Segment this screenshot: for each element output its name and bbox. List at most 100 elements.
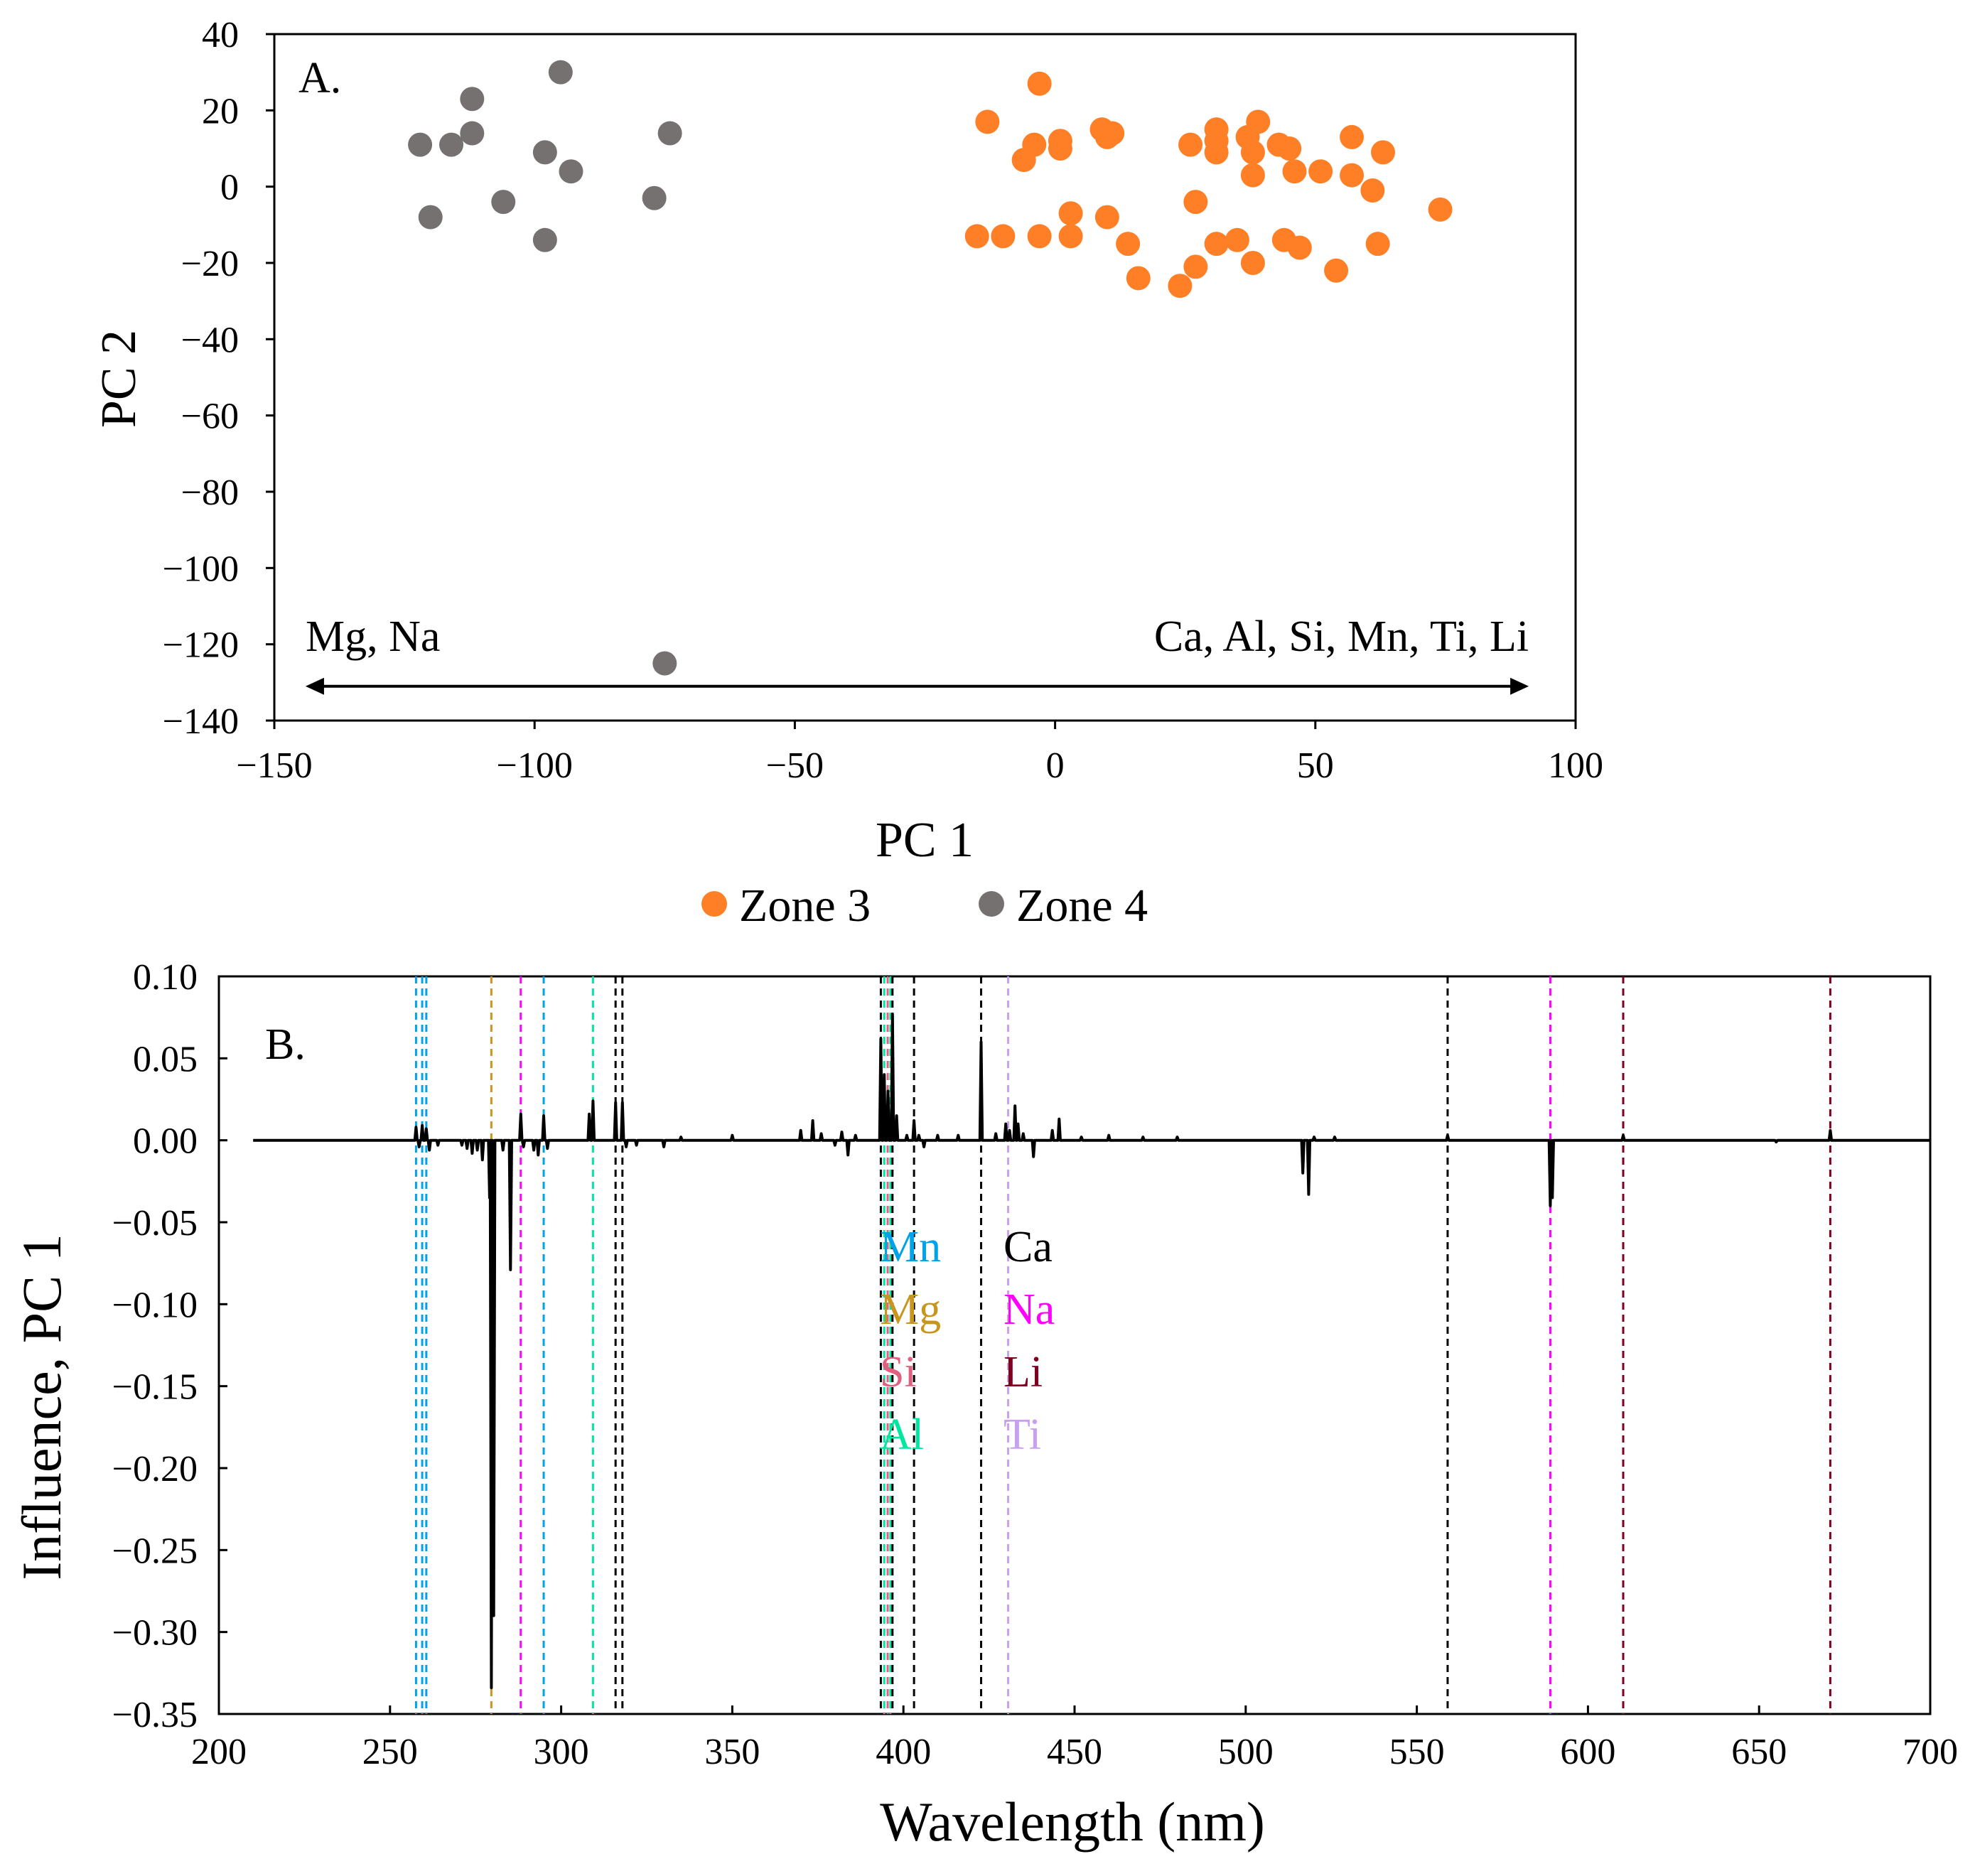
scatter-point-zone-4 xyxy=(408,132,433,157)
legend-label-zone-3: Zone 3 xyxy=(739,880,871,932)
scatter-point-zone-4 xyxy=(418,205,443,230)
panel-a-y-tick-label: 20 xyxy=(202,91,239,131)
scatter-point-zone-4 xyxy=(439,132,464,157)
panel-a-tick-labels: −150 −100 −50 0 50 100 40 20 0 −20 −40 −60 −80 −100 −1… xyxy=(163,15,1603,786)
panel-b-y-tick-label: −0.10 xyxy=(112,1285,198,1325)
scatter-point-zone-4 xyxy=(532,140,557,165)
panel-b-x-tick-label: 500 xyxy=(1218,1732,1274,1772)
scatter-point-zone-3 xyxy=(1116,232,1141,257)
panel-a-y-tick-label: −40 xyxy=(181,320,239,360)
scatter-point-zone-3 xyxy=(964,224,989,249)
panel-a-points xyxy=(408,60,1453,676)
panel-b-label: B. xyxy=(265,1020,306,1069)
scatter-point-zone-4 xyxy=(532,227,557,252)
panel-a-x-tick-label: 50 xyxy=(1297,745,1334,786)
panel-a-y-tick-label: −60 xyxy=(181,397,239,437)
scatter-point-zone-3 xyxy=(1240,163,1265,188)
annotation-negative-elements: Mg, Na xyxy=(306,613,440,661)
scatter-point-zone-3 xyxy=(991,224,1016,249)
panel-b-y-axis-title: Influence, PC 1 xyxy=(11,1234,72,1580)
scatter-point-zone-3 xyxy=(1027,224,1052,249)
arrow-head-left xyxy=(305,677,324,695)
panel-b-plot-frame xyxy=(217,975,1932,1715)
panel-a-y-tick-label: 0 xyxy=(220,168,239,208)
element-label-na: Na xyxy=(1003,1285,1055,1334)
scatter-point-zone-4 xyxy=(548,60,573,85)
panel-a-y-tick-label: −80 xyxy=(181,473,239,513)
panel-a-y-tick-label: −100 xyxy=(163,549,239,589)
scatter-point-zone-3 xyxy=(1168,274,1193,298)
panel-a-axes xyxy=(266,33,1577,729)
panel-a-y-tick-label: −140 xyxy=(163,701,239,742)
legend-label-zone-4: Zone 4 xyxy=(1016,880,1148,932)
legend-marker-zone-3 xyxy=(701,891,727,917)
panel-b-element-lines xyxy=(414,976,1831,1714)
panel-b-x-tick-label: 300 xyxy=(534,1732,589,1772)
scatter-point-zone-3 xyxy=(1058,224,1083,249)
scatter-point-zone-3 xyxy=(1183,254,1208,279)
scatter-point-zone-3 xyxy=(1100,121,1125,146)
scatter-point-zone-3 xyxy=(1240,251,1265,275)
scatter-point-zone-3 xyxy=(1287,235,1312,260)
panel-b-x-tick-label: 200 xyxy=(191,1732,247,1772)
panel-b-y-tick-label: −0.20 xyxy=(112,1449,198,1489)
scatter-point-zone-3 xyxy=(1048,136,1072,161)
panel-a-y-tick-label: −120 xyxy=(163,625,239,666)
element-label-ti: Ti xyxy=(1003,1411,1041,1459)
element-label-ca: Ca xyxy=(1003,1223,1053,1271)
element-label-mn: Mn xyxy=(880,1223,941,1271)
panel-b-loadings-plot: 200 250 300 350 400 450 500 550 600 650 700 0.10 0.0… xyxy=(11,957,1958,1853)
scatter-point-zone-3 xyxy=(1225,227,1249,252)
scatter-point-zone-3 xyxy=(1324,258,1349,283)
scatter-point-zone-4 xyxy=(460,121,485,146)
panel-b-y-tick-label: 0.10 xyxy=(133,957,198,998)
scatter-point-zone-3 xyxy=(1058,201,1083,226)
scatter-point-zone-3 xyxy=(1204,129,1229,153)
element-label-mg: Mg xyxy=(880,1285,941,1334)
scatter-point-zone-3 xyxy=(1240,140,1265,165)
panel-a-y-axis-title: PC 2 xyxy=(92,330,146,428)
scatter-point-zone-3 xyxy=(1246,109,1271,134)
scatter-point-zone-3 xyxy=(1371,140,1396,165)
scatter-point-zone-3 xyxy=(1428,197,1453,222)
scatter-point-zone-3 xyxy=(1365,232,1390,257)
panel-b-y-tick-label: −0.25 xyxy=(112,1531,198,1571)
scatter-point-zone-4 xyxy=(491,190,516,215)
panel-a-scatter-plot: −150 −100 −50 0 50 100 40 20 0 −20 −40 −60 −80 −100 −1… xyxy=(92,15,1603,932)
scatter-point-zone-3 xyxy=(1183,190,1208,215)
scatter-point-zone-4 xyxy=(559,159,583,184)
scatter-point-zone-4 xyxy=(460,87,485,112)
scatter-point-zone-3 xyxy=(1360,178,1385,203)
scatter-point-zone-3 xyxy=(1027,71,1052,96)
legend-marker-zone-4 xyxy=(979,891,1004,917)
panel-b-x-tick-label: 450 xyxy=(1047,1732,1102,1772)
element-label-al: Al xyxy=(880,1411,924,1459)
panel-b-y-tick-label: 0.00 xyxy=(133,1121,198,1162)
panel-a-x-tick-label: 0 xyxy=(1046,745,1065,786)
panel-a-legend: Zone 3 Zone 4 xyxy=(701,880,1148,932)
scatter-point-zone-4 xyxy=(657,121,682,146)
scatter-point-zone-3 xyxy=(975,109,1000,134)
panel-b-x-tick-label: 700 xyxy=(1903,1732,1958,1772)
panel-a-x-axis-title: PC 1 xyxy=(876,813,974,868)
panel-a-plot-frame xyxy=(273,33,1577,722)
annotation-positive-elements: Ca, Al, Si, Mn, Ti, Li xyxy=(1154,613,1529,661)
panel-a-x-tick-label: −100 xyxy=(497,745,573,786)
scatter-point-zone-3 xyxy=(1340,163,1365,188)
panel-b-y-tick-label: −0.35 xyxy=(112,1695,198,1735)
panel-a-label: A. xyxy=(298,54,341,102)
panel-a-x-tick-label: −150 xyxy=(236,745,312,786)
panel-b-y-tick-label: −0.30 xyxy=(112,1613,198,1654)
panel-b-element-legend: Mn Ca Mg Na Si Li Al Ti xyxy=(880,1223,1055,1459)
scatter-point-zone-3 xyxy=(1126,266,1151,291)
panel-b-axes xyxy=(217,975,1932,1715)
scatter-point-zone-3 xyxy=(1022,132,1047,157)
element-label-si: Si xyxy=(880,1348,917,1396)
scatter-point-zone-3 xyxy=(1094,205,1119,230)
panel-b-x-tick-label: 650 xyxy=(1731,1732,1787,1772)
panel-a-y-tick-label: −20 xyxy=(181,244,239,284)
arrow-head-right xyxy=(1510,677,1529,695)
panel-b-y-tick-label: −0.15 xyxy=(112,1367,198,1408)
panel-b-y-tick-label: 0.05 xyxy=(133,1039,198,1079)
